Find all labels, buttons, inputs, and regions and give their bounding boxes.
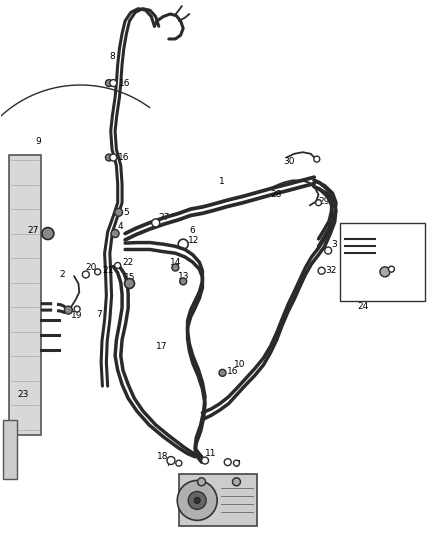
Circle shape [233,478,240,486]
Text: 6: 6 [189,226,195,235]
Text: 21: 21 [102,266,113,275]
Text: 16: 16 [118,153,129,162]
Text: 15: 15 [124,273,135,281]
Circle shape [172,264,179,271]
Circle shape [198,478,205,486]
Text: 19: 19 [71,311,83,320]
Text: 18: 18 [157,453,169,462]
Circle shape [314,156,320,162]
Bar [9,155,41,434]
Circle shape [106,154,113,161]
Text: 30: 30 [284,157,295,166]
Circle shape [219,369,226,376]
Bar [3,419,17,480]
Text: 7: 7 [165,459,171,467]
Text: 4: 4 [118,222,124,231]
Text: 27: 27 [159,213,170,222]
Circle shape [224,458,231,466]
Text: 20: 20 [86,263,97,272]
Circle shape [315,200,321,206]
Circle shape [325,247,332,254]
Text: 3: 3 [332,240,337,249]
Circle shape [167,457,175,465]
Text: 12: 12 [187,237,199,246]
Circle shape [115,208,123,216]
Text: 5: 5 [123,208,129,217]
Circle shape [64,306,72,314]
Text: 16: 16 [227,367,238,376]
Circle shape [82,271,89,278]
Circle shape [42,228,54,239]
Text: 1: 1 [219,177,225,186]
Circle shape [95,269,101,275]
Circle shape [389,266,395,272]
Circle shape [194,497,200,503]
Circle shape [152,219,160,227]
Circle shape [380,267,390,277]
Text: 14: 14 [170,258,181,266]
Text: 27: 27 [28,226,39,235]
Circle shape [110,79,117,86]
Text: 11: 11 [205,449,216,458]
Text: 17: 17 [155,342,167,351]
Text: 23: 23 [17,390,28,399]
Text: 24: 24 [358,302,369,311]
Circle shape [111,230,119,238]
Text: 8: 8 [109,52,115,61]
Text: 10: 10 [234,360,246,369]
Circle shape [74,306,80,312]
Text: 26: 26 [368,235,380,244]
Circle shape [124,279,134,288]
Text: 2: 2 [60,270,65,279]
Text: 7: 7 [96,310,102,319]
Circle shape [318,267,325,274]
Text: 9: 9 [35,137,41,146]
Text: 16: 16 [119,78,130,87]
Circle shape [177,480,217,520]
Text: 13: 13 [177,272,189,280]
Circle shape [180,278,187,285]
Circle shape [176,460,182,466]
Text: 29: 29 [318,197,330,206]
Text: 28: 28 [271,190,282,199]
Circle shape [110,154,117,161]
Circle shape [201,457,208,464]
Bar [340,223,425,301]
Circle shape [233,460,240,466]
Circle shape [115,262,121,269]
Text: 25: 25 [374,266,385,275]
Circle shape [106,79,113,86]
Text: 22: 22 [122,258,133,266]
Bar [179,474,257,527]
Text: 7: 7 [234,460,240,469]
Text: 32: 32 [325,266,336,275]
Circle shape [188,491,206,510]
